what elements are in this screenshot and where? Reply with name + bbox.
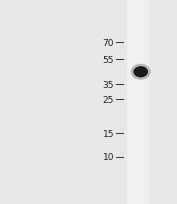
Text: 35: 35	[103, 80, 114, 89]
Text: 25: 25	[103, 95, 114, 104]
Ellipse shape	[131, 65, 150, 80]
Text: 15: 15	[103, 129, 114, 138]
Ellipse shape	[134, 68, 147, 77]
Text: 10: 10	[103, 153, 114, 162]
Bar	[127, 0, 149, 204]
Text: 55: 55	[103, 56, 114, 65]
Text: 70: 70	[103, 38, 114, 47]
